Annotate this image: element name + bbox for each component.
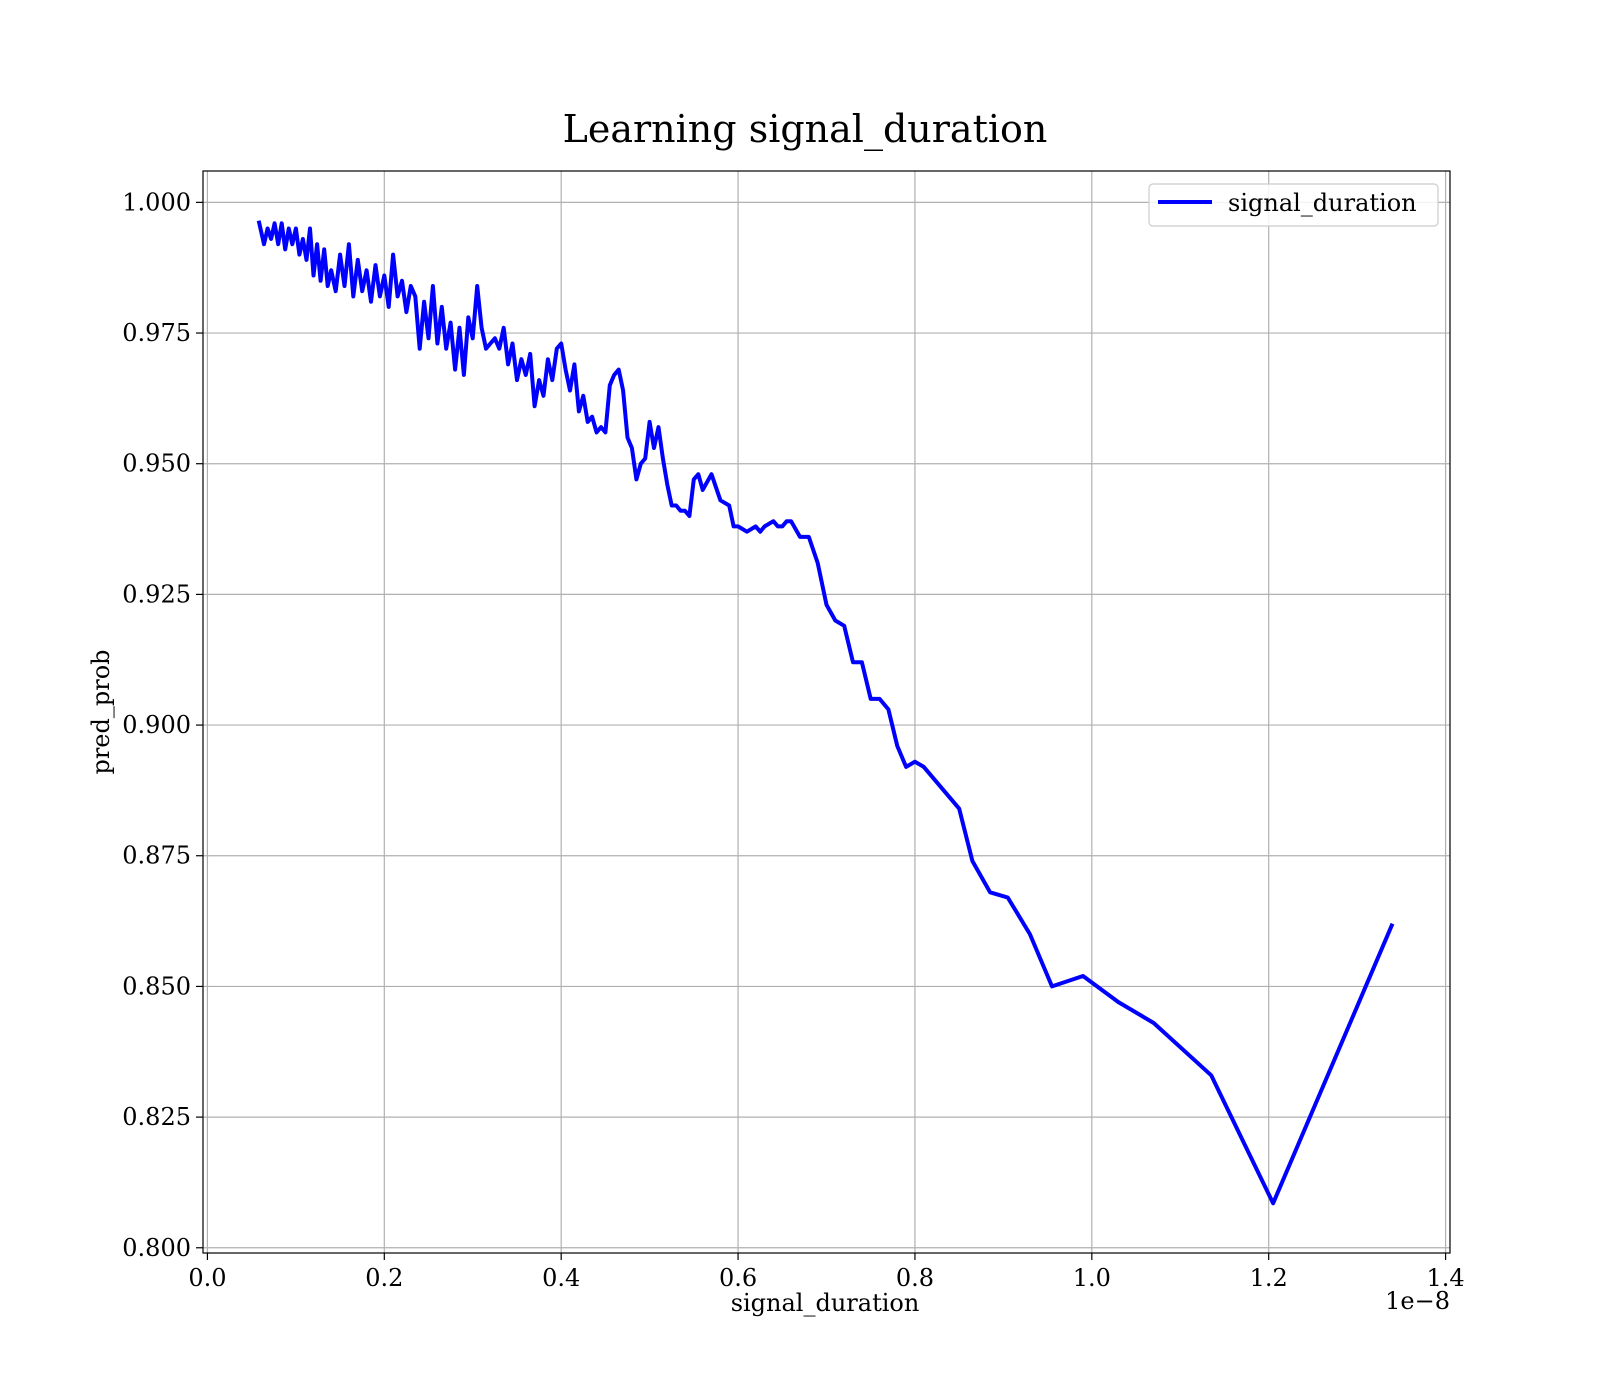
y-tick-label: 0.875 xyxy=(122,842,191,870)
grid xyxy=(203,171,1450,1253)
y-tick-label: 0.975 xyxy=(122,319,191,347)
y-tick-label: 0.800 xyxy=(122,1234,191,1262)
ticks: 0.0 0.2 0.4 0.6 0.8 1.0 1.2 1.40.8000.8250.8500… xyxy=(122,188,1464,1292)
y-axis-label: pred_prob xyxy=(87,649,115,774)
x-axis-offset-label: 1e−8 xyxy=(1385,1287,1450,1315)
y-tick-label: 0.925 xyxy=(122,580,191,608)
x-tick-label: 1.2 xyxy=(1250,1264,1288,1292)
chart-title: Learning signal_duration xyxy=(563,107,1048,152)
x-axis-label: signal_duration xyxy=(731,1289,920,1317)
y-tick-label: 0.950 xyxy=(122,450,191,478)
x-tick-label: 1.0 xyxy=(1073,1264,1111,1292)
x-tick-label: 0.6 xyxy=(719,1264,757,1292)
x-tick-label: 0.8 xyxy=(896,1264,934,1292)
x-tick-label: 0.4 xyxy=(542,1264,580,1292)
y-tick-label: 0.900 xyxy=(122,711,191,739)
y-tick-label: 0.825 xyxy=(122,1103,191,1131)
y-tick-label: 0.850 xyxy=(122,972,191,1000)
legend: signal_duration xyxy=(1149,184,1438,226)
legend-label: signal_duration xyxy=(1228,189,1417,217)
series-line-0 xyxy=(259,221,1393,1204)
x-tick-label: 0.2 xyxy=(365,1264,403,1292)
y-tick-label: 1.000 xyxy=(122,188,191,216)
series-layer xyxy=(259,221,1393,1204)
x-tick-label: 0.0 xyxy=(188,1264,226,1292)
